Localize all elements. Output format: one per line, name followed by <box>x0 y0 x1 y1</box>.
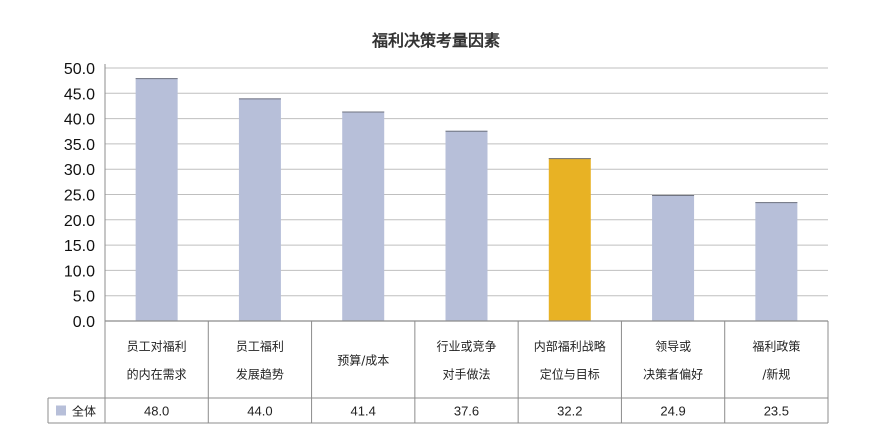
category-label: 对手做法 <box>442 367 490 382</box>
legend-swatch <box>56 405 66 416</box>
y-tick-label: 35.0 <box>64 137 95 154</box>
y-tick-label: 5.0 <box>73 289 95 306</box>
category-label: 内部福利战略 <box>534 339 606 354</box>
category-label: 的内在需求 <box>127 367 187 382</box>
bar <box>652 195 695 321</box>
value-label: 48.0 <box>144 404 169 419</box>
y-tick-label: 10.0 <box>64 263 95 280</box>
category-label: 员工福利 <box>236 339 284 354</box>
bar <box>342 111 385 322</box>
y-tick-label: 15.0 <box>64 238 95 255</box>
category-label: 预算/成本 <box>337 353 389 368</box>
bar <box>548 158 591 321</box>
value-label: 44.0 <box>247 404 272 419</box>
value-label: 41.4 <box>351 404 376 419</box>
bars <box>135 78 798 322</box>
category-label: 行业或竞争 <box>436 340 496 354</box>
y-tick-label: 25.0 <box>64 188 95 205</box>
y-axis: 0.0 5.0 10.0 15.0 20.0 25.0 30.0 35.0 40.0 45.0 50… <box>64 61 106 331</box>
category-label: 员工对福利 <box>127 339 187 354</box>
legend-label: 全体 <box>72 404 96 419</box>
value-label: 37.6 <box>454 404 479 419</box>
category-label: 发展趋势 <box>236 367 284 382</box>
bar <box>755 202 798 321</box>
bar <box>135 78 178 322</box>
category-label: 决策者偏好 <box>643 367 703 382</box>
y-tick-label: 20.0 <box>64 213 95 230</box>
y-tick-label: 30.0 <box>64 162 95 179</box>
y-tick-label: 0.0 <box>73 314 95 331</box>
chart-title: 福利决策考量因素 <box>371 31 500 50</box>
bar <box>238 98 281 321</box>
y-tick-label: 40.0 <box>64 112 95 129</box>
category-label: 定位与目标 <box>540 367 600 382</box>
bar <box>445 130 488 321</box>
category-label: /新规 <box>762 367 790 382</box>
value-label: 24.9 <box>660 404 685 419</box>
category-label: 福利政策 <box>752 339 800 354</box>
value-label: 32.2 <box>557 404 582 419</box>
y-tick-label: 45.0 <box>64 86 95 103</box>
value-label: 23.5 <box>764 404 789 419</box>
category-label: 领导或 <box>655 340 691 354</box>
y-tick-label: 50.0 <box>64 61 95 78</box>
